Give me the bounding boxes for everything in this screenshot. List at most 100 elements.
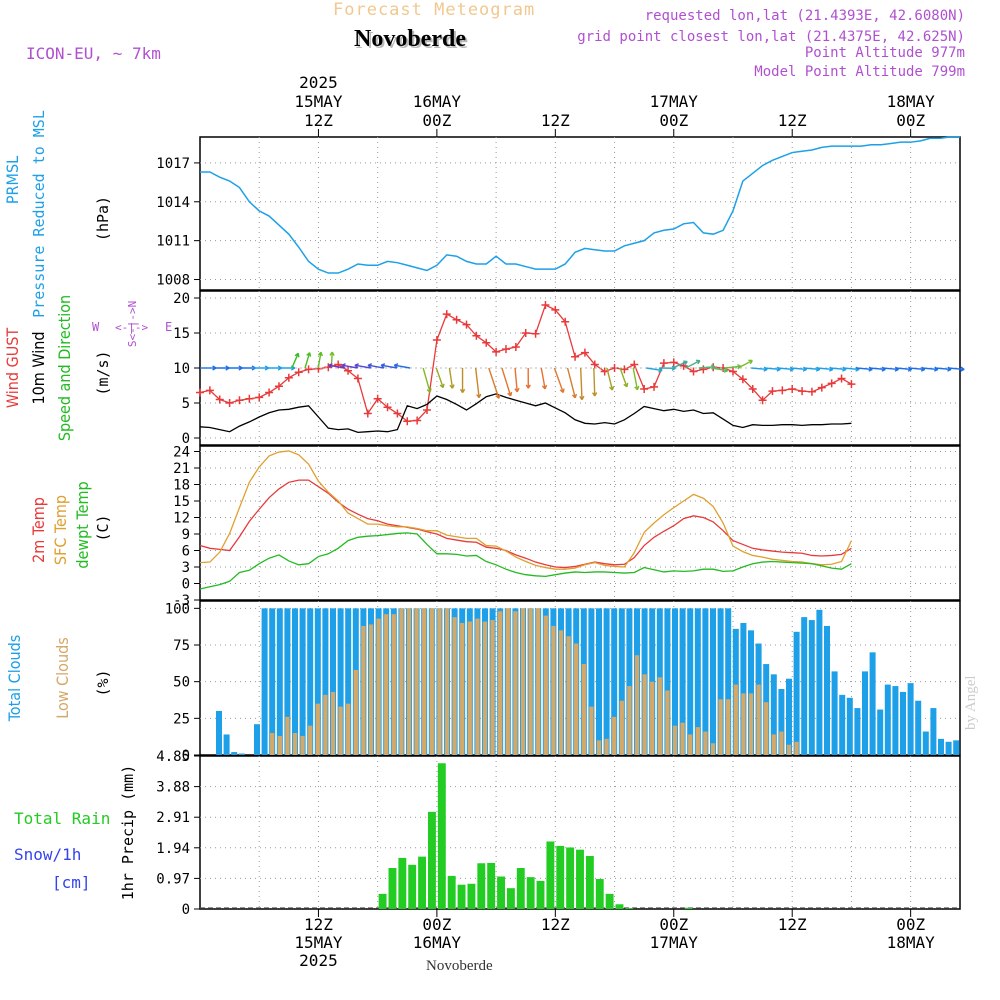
- bar-total-clouds: [223, 734, 230, 755]
- wind-arrow-head: [559, 388, 565, 394]
- y-tick-label-rain: 0.97: [156, 871, 190, 887]
- y-tick-label-temp: 9: [182, 527, 190, 543]
- bar-low-clouds: [680, 722, 685, 755]
- bar-low-clouds: [270, 733, 275, 755]
- x-tick-label-top: 12Z: [541, 111, 570, 130]
- wind-arrow-head: [634, 385, 640, 391]
- gust-point-marker: [620, 365, 629, 374]
- x-tick-label-top: 15MAY: [294, 92, 343, 111]
- gust-point-marker: [403, 417, 412, 426]
- y-tick-label-temp: 15: [173, 494, 190, 510]
- bar-low-clouds: [399, 608, 404, 755]
- gust-point-marker: [452, 315, 461, 324]
- bar-total-clouds: [299, 608, 306, 755]
- wind-direction-arrow: [566, 367, 576, 399]
- bar-low-clouds: [756, 684, 761, 755]
- gust-point-marker: [659, 359, 668, 368]
- wind-direction-arrow: [341, 364, 358, 369]
- wind-arrow-head: [541, 384, 548, 390]
- gust-point-marker: [847, 380, 856, 389]
- wind-direction-arrow: [764, 367, 781, 371]
- wind-direction-arrow: [632, 367, 639, 390]
- wind-arrow-head: [306, 352, 312, 357]
- wind-arrow-head: [748, 359, 753, 365]
- gust-point-marker: [580, 348, 589, 357]
- gust-point-marker: [462, 320, 471, 329]
- bar-low-clouds: [726, 699, 731, 755]
- gust-point-marker: [363, 409, 372, 418]
- bar-low-clouds: [543, 615, 548, 755]
- requested-coords: requested lon,lat (21.4393E, 42.6080N): [644, 8, 965, 24]
- bar-total-clouds: [862, 671, 868, 755]
- bar-low-clouds: [460, 623, 465, 755]
- bar-total-clouds: [702, 608, 709, 755]
- bar-low-clouds: [308, 725, 313, 755]
- x-tick-label-bottom: 00Z: [659, 915, 688, 934]
- bar-total-clouds: [276, 608, 283, 755]
- panel-label-snow: Snow/1h: [14, 845, 81, 864]
- gust-point-marker: [748, 385, 757, 393]
- unit-label-rain: 1hr Precip (mm): [119, 765, 137, 900]
- wind-arrow-head: [449, 384, 455, 389]
- panel-label-2m-temp: 2m Temp: [29, 497, 48, 563]
- bar-low-clouds: [505, 608, 510, 755]
- wind-arrow-head: [294, 352, 300, 358]
- wind-direction-arrow: [593, 367, 596, 397]
- bar-total-rain: [506, 888, 515, 909]
- point-altitude: Point Altitude 977m: [804, 45, 965, 61]
- bar-total-clouds: [938, 738, 944, 755]
- y-tick-label-rain: 2.91: [156, 810, 190, 826]
- compass-arrows: <-|->: [115, 321, 148, 334]
- y-tick-label-temp: 21: [173, 461, 190, 477]
- bar-low-clouds: [771, 734, 776, 755]
- gust-point-marker: [669, 358, 678, 367]
- wind-direction-arrow: [895, 367, 912, 371]
- wind-arrow-head: [571, 393, 578, 399]
- bar-low-clouds: [467, 621, 472, 755]
- gust-point-marker: [225, 399, 234, 407]
- gust-point-marker: [393, 409, 402, 418]
- bar-total-clouds: [330, 608, 336, 755]
- gust-point-marker: [728, 367, 737, 376]
- bar-total-clouds: [877, 709, 884, 755]
- wind-direction-arrow: [514, 367, 518, 392]
- bar-total-rain: [556, 845, 565, 909]
- wind-direction-arrow: [381, 364, 398, 369]
- bar-total-clouds: [307, 608, 314, 755]
- wind-direction-arrow: [501, 367, 512, 397]
- series-2m-temp: [199, 479, 852, 569]
- bar-total-clouds: [725, 608, 732, 755]
- bar-low-clouds: [657, 677, 662, 755]
- wind-direction-arrow: [698, 366, 715, 369]
- bar-total-clouds: [778, 689, 785, 755]
- bar-total-clouds: [846, 697, 853, 755]
- bar-total-clouds: [786, 678, 792, 755]
- credit-label: by Angel: [963, 675, 979, 730]
- bar-low-clouds: [604, 738, 609, 755]
- bar-low-clouds: [361, 625, 366, 755]
- bar-total-clouds: [596, 608, 602, 755]
- bar-low-clouds: [300, 735, 305, 755]
- bar-low-clouds: [642, 674, 647, 755]
- wind-direction-arrow: [737, 359, 753, 369]
- wind-arrow-head: [329, 351, 335, 356]
- panel-label-wind-dir: Speed and Direction: [55, 295, 74, 441]
- bar-low-clouds: [612, 716, 617, 755]
- bar-low-clouds: [338, 706, 343, 755]
- bar-total-clouds: [672, 608, 678, 755]
- bar-total-clouds: [793, 631, 800, 755]
- x-tick-label-top: 00Z: [659, 111, 688, 130]
- wind-direction-arrow: [908, 367, 925, 371]
- grid-point-coords: grid point closest lon,lat (21.4375E, 42…: [577, 29, 965, 45]
- wind-arrow-head: [695, 359, 701, 365]
- wind-direction-arrow: [619, 367, 628, 388]
- gust-point-marker: [423, 406, 432, 414]
- wind-direction-arrow: [935, 367, 952, 371]
- y-tick-label-pressure: 1014: [156, 195, 190, 211]
- bar-low-clouds: [634, 655, 640, 755]
- gust-point-marker: [472, 331, 481, 340]
- bar-total-clouds: [314, 608, 321, 755]
- panel-label-10m-wind: 10m Wind: [29, 331, 48, 404]
- bar-low-clouds: [672, 725, 678, 755]
- bar-total-rain: [388, 867, 397, 909]
